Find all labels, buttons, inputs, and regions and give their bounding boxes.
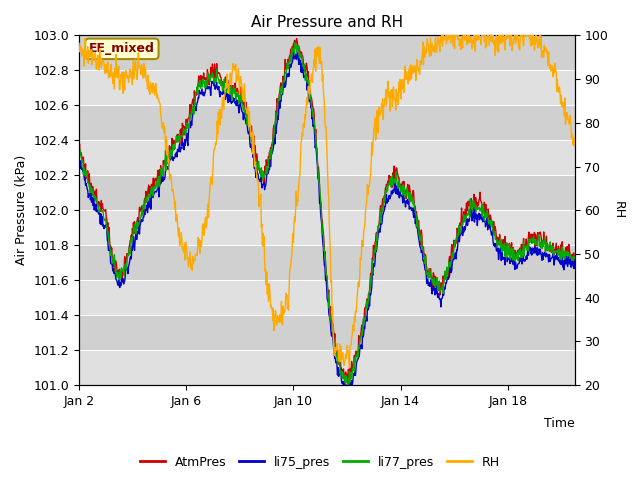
Bar (79, 105, 575, 140)
Bar (79, 210, 575, 245)
Bar (79, 350, 575, 385)
Y-axis label: RH: RH (612, 201, 625, 219)
Title: Air Pressure and RH: Air Pressure and RH (251, 15, 403, 30)
Bar (79, 175, 575, 210)
Bar (79, 315, 575, 350)
Bar (79, 140, 575, 175)
Text: EE_mixed: EE_mixed (89, 42, 155, 55)
Bar (79, 36, 575, 70)
Bar (79, 245, 575, 280)
Bar (79, 280, 575, 315)
Y-axis label: Air Pressure (kPa): Air Pressure (kPa) (15, 155, 28, 265)
Bar (79, 70, 575, 105)
Legend: AtmPres, li75_pres, li77_pres, RH: AtmPres, li75_pres, li77_pres, RH (135, 451, 505, 474)
Text: Time: Time (544, 417, 575, 430)
